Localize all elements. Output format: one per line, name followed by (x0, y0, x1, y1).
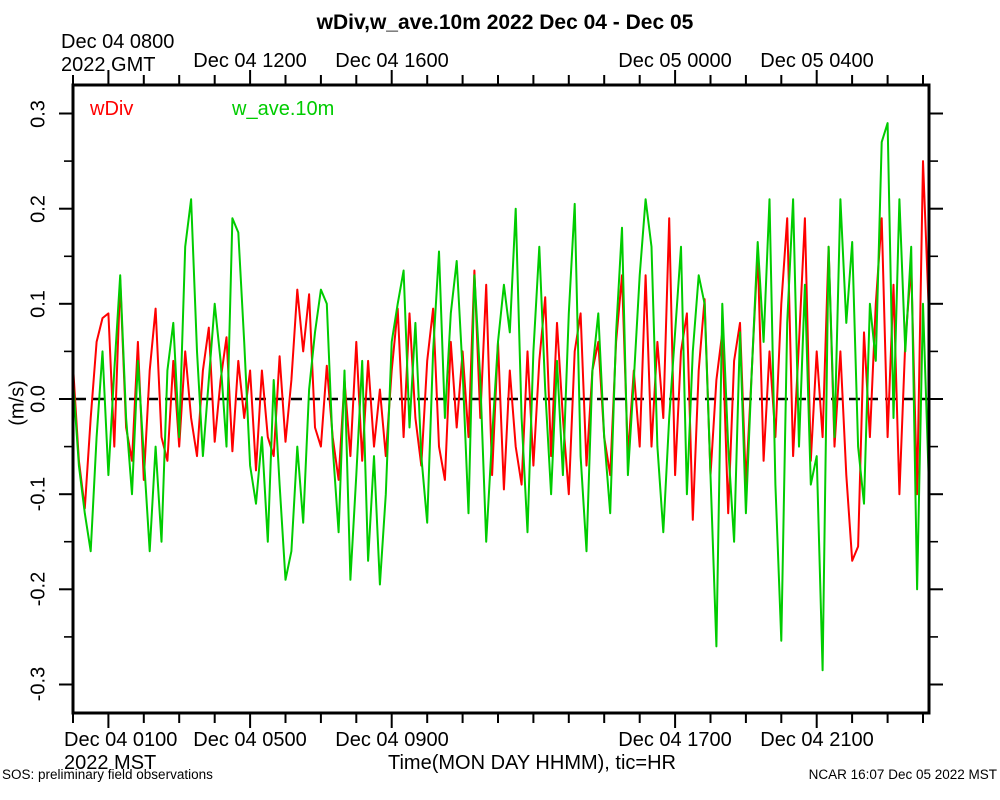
top-axis-corner-label: Dec 04 0800 2022 GMT (61, 31, 174, 77)
top-axis-corner-label-line: Dec 04 0800 (61, 31, 175, 53)
bottom-axis-tick-label: Dec 04 1700 (618, 729, 732, 751)
footer-left-annotation: SOS: preliminary field observations (2, 767, 213, 782)
y-axis-unit-label: (m/s) (6, 380, 29, 426)
top-axis-tick-label: Dec 04 1200 (193, 50, 307, 72)
bottom-axis-corner-label: Dec 04 0100 2022 MST (64, 729, 177, 775)
series-line-w_ave-10m (72, 122, 930, 672)
chart-title: wDiv,w_ave.10m 2022 Dec 04 - Dec 05 (316, 11, 694, 34)
top-axis-tick-label: Dec 05 0400 (760, 50, 874, 72)
y-axis-tick-label: -0.1 (27, 476, 50, 512)
bottom-axis-tick-label: Dec 04 0500 (193, 729, 307, 751)
top-axis-tick-label: Dec 04 1600 (335, 50, 449, 72)
y-axis-tick-label: -0.2 (27, 571, 50, 607)
footer-right-annotation: NCAR 16:07 Dec 05 2022 MST (808, 767, 997, 782)
bottom-axis-tick-label: Dec 04 2100 (760, 729, 874, 751)
series-line-wDiv (72, 160, 930, 562)
legend-label-w-ave-10m: w_ave.10m (232, 98, 335, 120)
y-axis-tick-label: 0.3 (27, 100, 50, 128)
top-axis-corner-label-line: 2022 GMT (61, 54, 156, 76)
y-axis-tick-label: 0.1 (27, 290, 50, 318)
bottom-axis-corner-label-line: 2022 MST (64, 752, 157, 774)
x-axis-title: Time(MON DAY HHMM), tic=HR (388, 752, 676, 774)
top-axis-tick-label: Dec 05 0000 (618, 50, 732, 72)
bottom-axis-tick-label: Dec 04 0900 (335, 729, 449, 751)
y-axis-tick-label: -0.3 (27, 666, 50, 702)
legend-label-wdiv: wDiv (90, 98, 134, 120)
bottom-axis-corner-label-line: Dec 04 0100 (64, 729, 178, 751)
y-axis-tick-label: 0.2 (27, 195, 50, 223)
plot-frame (71, 83, 931, 715)
y-axis-tick-label: 0.0 (27, 385, 50, 413)
